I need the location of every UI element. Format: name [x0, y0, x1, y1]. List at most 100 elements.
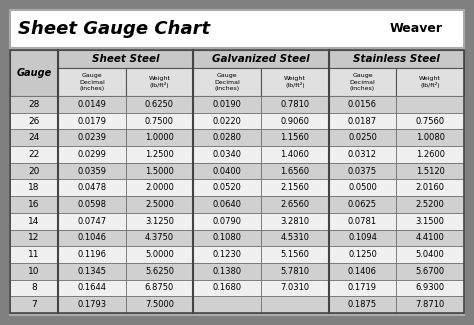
Text: 0.1406: 0.1406 — [348, 267, 377, 276]
Bar — [193, 280, 261, 296]
Bar — [261, 129, 328, 146]
Bar — [10, 246, 58, 263]
Bar — [261, 263, 328, 280]
Text: 0.6250: 0.6250 — [145, 100, 174, 109]
Text: 3.2810: 3.2810 — [280, 217, 310, 226]
Bar — [328, 129, 396, 146]
Text: 0.1875: 0.1875 — [348, 300, 377, 309]
Text: 0.0299: 0.0299 — [77, 150, 106, 159]
Text: 4.3750: 4.3750 — [145, 233, 174, 242]
Bar — [126, 129, 193, 146]
Bar — [10, 263, 58, 280]
Bar — [261, 246, 328, 263]
Text: 7: 7 — [31, 300, 37, 309]
Bar — [396, 296, 464, 313]
Text: Weaver: Weaver — [390, 22, 443, 35]
Bar — [328, 96, 396, 113]
Text: 0.0400: 0.0400 — [213, 167, 242, 176]
Text: 1.0000: 1.0000 — [145, 133, 174, 142]
Text: 0.1680: 0.1680 — [213, 283, 242, 292]
Bar — [58, 229, 126, 246]
Text: 0.0625: 0.0625 — [348, 200, 377, 209]
Bar — [261, 96, 328, 113]
Text: 3.1250: 3.1250 — [145, 217, 174, 226]
Text: 0.0640: 0.0640 — [213, 200, 242, 209]
Text: Gauge: Gauge — [17, 68, 52, 78]
Text: 0.0179: 0.0179 — [77, 117, 106, 125]
Text: Sheet Steel: Sheet Steel — [92, 54, 159, 64]
Text: 2.1560: 2.1560 — [280, 183, 310, 192]
Bar — [193, 196, 261, 213]
Text: 24: 24 — [28, 133, 40, 142]
Text: 0.0500: 0.0500 — [348, 183, 377, 192]
Text: Gauge
Decimal
(inches): Gauge Decimal (inches) — [214, 73, 240, 91]
Bar — [261, 163, 328, 179]
Bar — [126, 229, 193, 246]
Text: 0.0781: 0.0781 — [348, 217, 377, 226]
Text: 0.7810: 0.7810 — [280, 100, 310, 109]
Text: 0.0375: 0.0375 — [348, 167, 377, 176]
Bar — [261, 229, 328, 246]
Text: 4.5310: 4.5310 — [280, 233, 310, 242]
Text: 0.0359: 0.0359 — [77, 167, 106, 176]
Bar — [193, 246, 261, 263]
Text: 0.0280: 0.0280 — [213, 133, 242, 142]
Bar — [396, 113, 464, 129]
Bar — [126, 263, 193, 280]
Text: 0.1250: 0.1250 — [348, 250, 377, 259]
Bar — [396, 213, 464, 229]
Bar — [126, 68, 193, 96]
Text: 5.7810: 5.7810 — [280, 267, 310, 276]
Bar — [10, 96, 58, 113]
Text: 2.0160: 2.0160 — [416, 183, 445, 192]
Text: Weight
(lb/ft²): Weight (lb/ft²) — [148, 76, 171, 88]
Bar — [261, 113, 328, 129]
Text: 0.1080: 0.1080 — [213, 233, 242, 242]
Bar — [328, 68, 396, 96]
Bar — [328, 179, 396, 196]
Bar — [126, 213, 193, 229]
Bar — [126, 179, 193, 196]
Text: 0.1380: 0.1380 — [213, 267, 242, 276]
Bar — [193, 129, 261, 146]
Bar — [10, 129, 58, 146]
Bar — [58, 263, 126, 280]
Text: 1.1560: 1.1560 — [280, 133, 310, 142]
Text: 0.1345: 0.1345 — [77, 267, 106, 276]
Text: 2.0000: 2.0000 — [145, 183, 174, 192]
Text: 0.1719: 0.1719 — [348, 283, 377, 292]
Text: 0.0156: 0.0156 — [348, 100, 377, 109]
Bar — [126, 96, 193, 113]
Text: 0.1644: 0.1644 — [77, 283, 106, 292]
Bar — [58, 196, 126, 213]
Bar — [328, 50, 464, 68]
Text: 0.0187: 0.0187 — [348, 117, 377, 125]
Text: 0.1046: 0.1046 — [77, 233, 106, 242]
Bar — [193, 296, 261, 313]
Text: 14: 14 — [28, 217, 40, 226]
Bar — [328, 229, 396, 246]
Bar — [10, 179, 58, 196]
Bar — [396, 163, 464, 179]
Text: Sheet Gauge Chart: Sheet Gauge Chart — [18, 20, 210, 38]
Bar — [10, 229, 58, 246]
Text: 0.0520: 0.0520 — [213, 183, 242, 192]
Bar — [58, 113, 126, 129]
Bar — [396, 146, 464, 163]
Text: 1.6560: 1.6560 — [280, 167, 310, 176]
Bar — [126, 146, 193, 163]
Bar — [396, 246, 464, 263]
Text: 0.0340: 0.0340 — [213, 150, 242, 159]
Text: Gauge
Decimal
(inches): Gauge Decimal (inches) — [79, 73, 105, 91]
Bar — [193, 213, 261, 229]
Bar — [193, 263, 261, 280]
Bar — [261, 296, 328, 313]
Text: 0.7500: 0.7500 — [145, 117, 174, 125]
Bar — [328, 113, 396, 129]
Bar — [261, 196, 328, 213]
Bar — [396, 229, 464, 246]
Bar — [58, 146, 126, 163]
Text: 18: 18 — [28, 183, 40, 192]
Bar — [10, 296, 58, 313]
Bar — [193, 96, 261, 113]
